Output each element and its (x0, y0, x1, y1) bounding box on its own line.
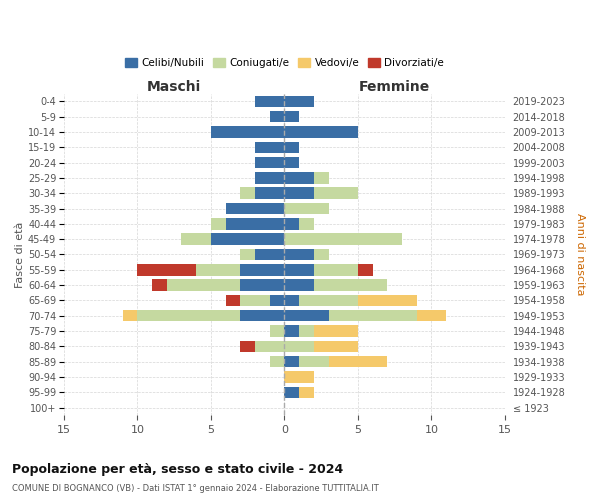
Bar (211, 218, 226, 230)
Bar (240, 264, 284, 276)
Bar (226, 203, 284, 214)
Bar (284, 356, 299, 368)
Bar (314, 188, 358, 199)
Bar (299, 386, 314, 398)
Text: COMUNE DI BOGNANCO (VB) - Dati ISTAT 1° gennaio 2024 - Elaborazione TUTTITALIA.I: COMUNE DI BOGNANCO (VB) - Dati ISTAT 1° … (12, 484, 379, 493)
Bar (255, 142, 284, 153)
Bar (284, 234, 402, 245)
Bar (284, 157, 299, 168)
Bar (284, 126, 358, 138)
Bar (226, 218, 284, 230)
Text: Femmine: Femmine (359, 80, 430, 94)
Y-axis label: Fasce di età: Fasce di età (15, 222, 25, 288)
Bar (255, 157, 284, 168)
Bar (152, 280, 167, 291)
Bar (240, 340, 255, 352)
Bar (226, 294, 240, 306)
Bar (167, 280, 240, 291)
Bar (284, 280, 314, 291)
Bar (299, 218, 314, 230)
Bar (284, 310, 329, 322)
Bar (314, 248, 329, 260)
Bar (284, 172, 314, 184)
Bar (240, 310, 284, 322)
Bar (284, 188, 314, 199)
Bar (284, 386, 299, 398)
Bar (284, 96, 314, 107)
Bar (329, 310, 417, 322)
Bar (358, 264, 373, 276)
Bar (270, 294, 284, 306)
Bar (122, 310, 137, 322)
Bar (181, 234, 211, 245)
Bar (240, 188, 255, 199)
Bar (314, 326, 358, 337)
Bar (211, 126, 284, 138)
Bar (255, 188, 284, 199)
Y-axis label: Anni di nascita: Anni di nascita (575, 213, 585, 296)
Bar (284, 111, 299, 122)
Bar (240, 248, 255, 260)
Bar (240, 280, 284, 291)
Bar (284, 372, 314, 382)
Text: Popolazione per età, sesso e stato civile - 2024: Popolazione per età, sesso e stato civil… (12, 462, 343, 475)
Bar (284, 264, 314, 276)
Bar (314, 340, 358, 352)
Bar (299, 294, 358, 306)
Bar (255, 96, 284, 107)
Bar (255, 340, 284, 352)
Bar (284, 203, 329, 214)
Bar (314, 172, 329, 184)
Bar (137, 264, 196, 276)
Bar (329, 356, 388, 368)
Bar (299, 356, 329, 368)
Bar (270, 326, 284, 337)
Bar (255, 248, 284, 260)
Bar (270, 356, 284, 368)
Bar (211, 234, 284, 245)
Bar (284, 218, 299, 230)
Bar (196, 264, 240, 276)
Bar (284, 326, 299, 337)
Bar (270, 111, 284, 122)
Bar (137, 310, 240, 322)
Bar (284, 142, 299, 153)
Bar (314, 280, 388, 291)
Text: Maschi: Maschi (147, 80, 201, 94)
Bar (314, 264, 358, 276)
Bar (299, 326, 314, 337)
Bar (417, 310, 446, 322)
Legend: Celibi/Nubili, Coniugati/e, Vedovi/e, Divorziati/e: Celibi/Nubili, Coniugati/e, Vedovi/e, Di… (121, 54, 448, 72)
Bar (358, 294, 417, 306)
Bar (255, 172, 284, 184)
Bar (284, 248, 314, 260)
Bar (284, 340, 314, 352)
Bar (240, 294, 270, 306)
Bar (284, 294, 299, 306)
